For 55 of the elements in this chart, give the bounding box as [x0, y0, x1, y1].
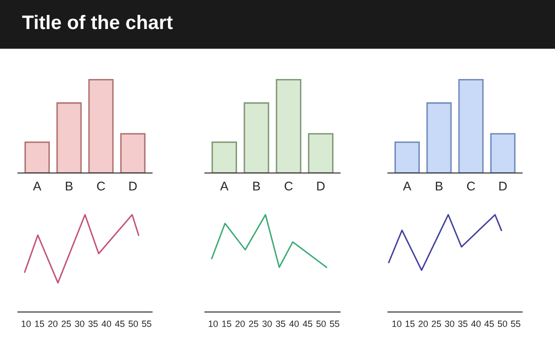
x-tick-label: 30 — [74, 320, 84, 327]
bar — [88, 78, 114, 173]
x-tick-label: 50 — [128, 320, 138, 327]
x-tick-label: D — [499, 182, 507, 190]
x-tick-label: 50 — [316, 320, 326, 327]
x-tick-label: D — [129, 182, 137, 190]
bar — [490, 133, 516, 173]
bar — [244, 102, 270, 173]
x-tick-label: B — [436, 182, 443, 190]
x-tick-label: B — [253, 182, 260, 190]
x-tick-label: 15 — [35, 320, 44, 327]
x-tick-label: 30 — [262, 320, 272, 327]
x-tick-label: A — [33, 182, 42, 190]
bar — [426, 102, 452, 173]
x-tick-label: 15 — [406, 320, 415, 327]
x-tick-label: 40 — [102, 320, 112, 327]
x-tick-label: 30 — [444, 320, 454, 327]
x-tick-label: 35 — [88, 320, 98, 327]
x-tick-label: 40 — [471, 320, 481, 327]
bar — [458, 78, 484, 173]
x-tick-label: C — [284, 182, 293, 191]
x-tick-label: D — [317, 182, 325, 190]
x-tick-label: 10 — [22, 320, 31, 327]
x-tick-label: B — [66, 182, 73, 190]
chart-title: Title of the chart — [22, 14, 173, 30]
x-tick-label: 45 — [302, 320, 312, 327]
x-tick-label: 55 — [330, 320, 340, 327]
x-tick-label: 50 — [498, 320, 508, 327]
bar — [394, 142, 420, 173]
x-tick-label: 25 — [62, 320, 71, 327]
bar — [212, 142, 238, 173]
x-tick-label: 10 — [208, 320, 218, 327]
x-tick-label: 35 — [276, 320, 286, 327]
x-tick-label: 25 — [432, 320, 442, 327]
bar — [276, 78, 302, 173]
bar — [308, 133, 334, 173]
x-tick-label: 55 — [142, 320, 152, 327]
x-tick-label: 35 — [458, 320, 468, 327]
x-tick-label: 25 — [249, 320, 258, 327]
x-tick-label: 55 — [511, 320, 520, 327]
x-tick-label: 10 — [392, 320, 402, 327]
x-tick-label: 15 — [222, 320, 232, 327]
x-tick-label: 45 — [115, 320, 124, 327]
bar — [120, 133, 146, 173]
x-tick-label: 40 — [289, 320, 299, 327]
bar — [24, 142, 50, 173]
x-tick-label: 20 — [236, 320, 245, 327]
x-tick-label: A — [403, 182, 412, 190]
x-tick-label: C — [97, 182, 105, 191]
x-tick-label: 20 — [48, 320, 58, 327]
bar — [56, 102, 82, 173]
x-tick-label: 20 — [418, 320, 428, 327]
x-tick-label: C — [467, 182, 475, 191]
x-tick-label: A — [220, 182, 228, 190]
x-tick-label: 45 — [484, 320, 494, 327]
